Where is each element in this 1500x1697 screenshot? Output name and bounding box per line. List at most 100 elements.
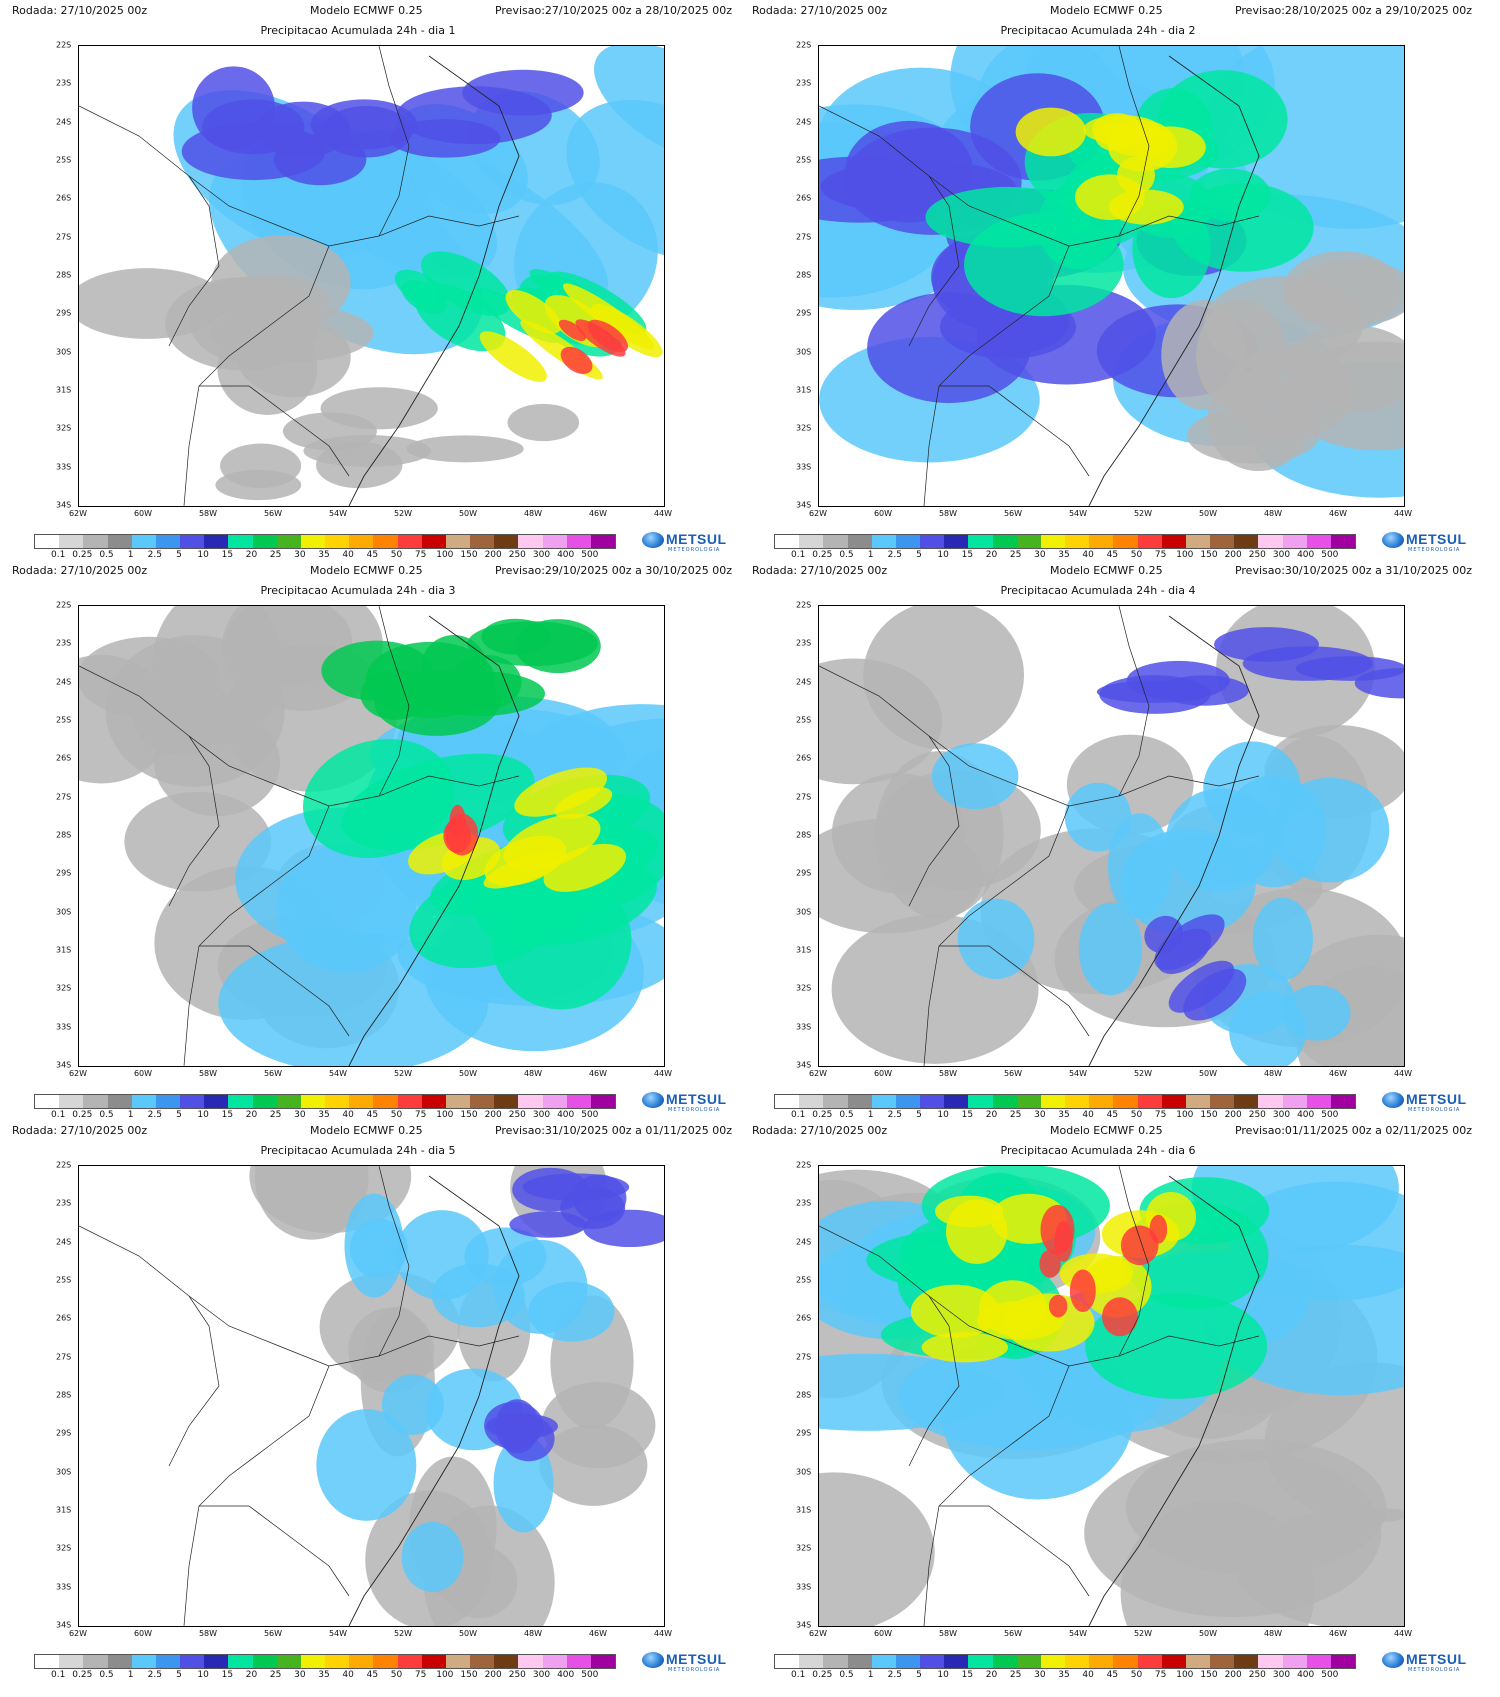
legend-swatch [131,1655,156,1668]
precip-area [406,435,524,463]
legend-label: 15 [961,550,974,560]
state-border [819,665,1260,807]
lon-tick-label: 56W [1003,1629,1023,1638]
legend-swatch [968,1095,993,1108]
legend-swatch [1113,1655,1138,1668]
globe-icon [1382,532,1404,548]
legend-swatch [83,535,108,548]
legend-label: 0.25 [72,1670,93,1680]
legend-label: 250 [508,550,526,560]
lat-tick-label: 25S [56,155,72,165]
lon-tick-label: 48W [523,1629,543,1638]
precip-field [819,606,1404,1066]
lat-tick-label: 27S [796,1352,812,1362]
legend-label: 150 [460,1110,478,1120]
legend-label: 300 [532,1110,551,1120]
legend-swatch [1306,1095,1331,1108]
lon-tick-label: 50W [458,1629,478,1638]
legend-label: 40 [342,1670,354,1680]
lat-tick-label: 29S [796,308,812,318]
legend-label: 25 [1009,1670,1022,1680]
precip-area [1039,1249,1061,1278]
precip-area [591,303,663,358]
legend-swatch [847,535,872,548]
logo-wordmark: METSUL [666,1651,727,1667]
lon-tick-label: 50W [458,509,478,518]
precip-area [316,441,403,489]
legend-label: 20 [245,1110,258,1120]
lon-tick-label: 56W [1003,509,1023,518]
lon-tick-label: 62W [808,1629,828,1638]
legend-swatch [83,1095,108,1108]
lon-tick-label: 60W [133,509,153,518]
legend-label: 30 [294,1110,306,1120]
legend-label: 1 [867,1670,874,1680]
legend-label: 0.25 [72,1110,93,1120]
legend-label: 250 [1248,550,1266,560]
lat-tick-label: 22S [56,40,72,50]
precip-map [818,605,1405,1067]
lon-tick-label: 52W [393,1629,413,1638]
precip-area [395,1210,489,1301]
legend-swatch [373,535,398,548]
lat-tick-label: 31S [56,1505,72,1515]
legend-label: 25 [269,550,282,560]
forecast-panel-dia-6: Rodada: 27/10/2025 00z Modelo ECMWF 0.25 P… [740,1120,1480,1680]
colorbar-legend [774,1094,1356,1109]
legend-swatch [1282,535,1307,548]
legend-swatch [83,1655,108,1668]
lat-tick-label: 30S [796,347,812,357]
legend-label: 10 [937,550,949,560]
legend-swatch [325,1655,350,1668]
lat-tick-label: 34S [56,500,72,510]
logo-subtitle: METEOROLOGIA [1408,547,1461,553]
precip-area [509,1211,587,1238]
legend-swatch [1210,1655,1235,1668]
legend-label: 0.5 [839,550,854,560]
legend-label: 20 [985,1110,998,1120]
legend-label: 15 [961,1670,974,1680]
state-border [183,245,330,506]
legend-swatch [276,535,301,548]
legend-label: 0.1 [790,1670,806,1680]
legend-swatch [823,1095,848,1108]
legend-label: 1 [127,1110,134,1120]
legend-swatch [252,535,277,548]
legend-label: 400 [1297,1670,1315,1680]
legend-swatch [445,1655,471,1668]
legend-label: 50 [1130,550,1143,560]
precip-area [572,1174,627,1222]
legend-swatch [1258,1655,1283,1668]
legend-label: 200 [1224,550,1242,560]
legend-label: 400 [557,1110,575,1120]
legend-label: 5 [176,550,182,560]
lat-tick-label: 25S [796,1275,812,1285]
state-border [378,46,410,237]
legend-swatch [1210,535,1235,548]
lat-tick-label: 24S [56,1237,72,1247]
lon-tick-label: 46W [1328,1069,1348,1078]
legend-label: 30 [294,1670,306,1680]
model-label: Modelo ECMWF 0.25 [1050,1124,1163,1137]
legend-label: 40 [342,1110,354,1120]
precip-area [1107,813,1172,920]
precip-area [202,99,305,155]
legend-label: 100 [1176,1110,1194,1120]
lon-tick-label: 54W [328,509,348,518]
legend-swatch [252,1095,277,1108]
lat-tick-label: 26S [56,193,72,203]
legend-swatch [895,1095,921,1108]
colorbar-legend [34,1654,616,1669]
state-border [79,105,520,247]
lat-tick-label: 26S [796,753,812,763]
state-border [908,735,960,907]
precip-area [389,119,501,158]
logo-wordmark: METSUL [666,531,727,547]
legend-swatch [373,1095,398,1108]
metsul-logo: METSUL METEOROLOGIA [640,1648,730,1676]
state-border [819,1225,1260,1367]
legend-swatch [871,1095,896,1108]
lon-tick-label: 46W [588,509,608,518]
legend-label: 300 [532,1670,551,1680]
legend-swatch [494,535,519,548]
